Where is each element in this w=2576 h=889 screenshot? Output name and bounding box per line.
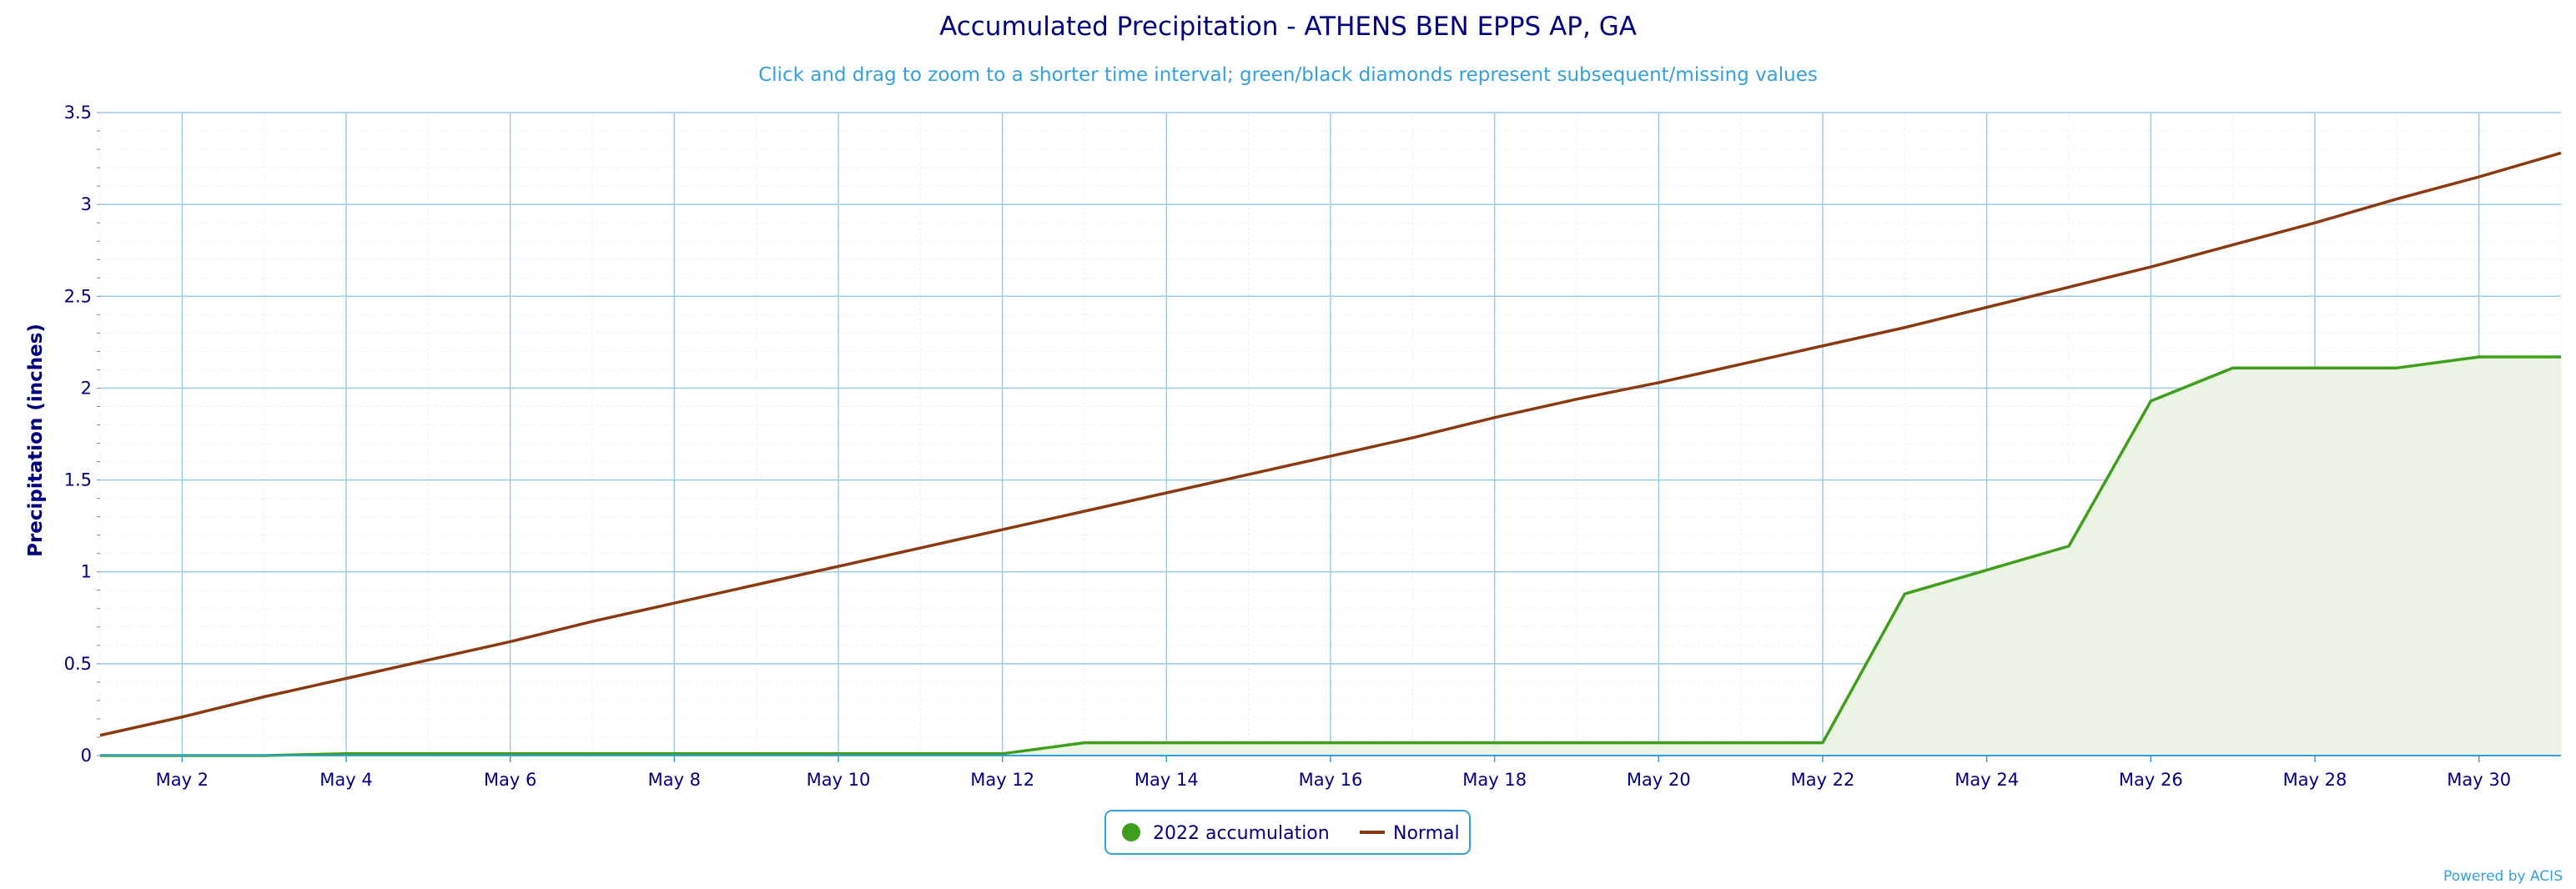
x-tick-label: May 18: [1462, 770, 1527, 790]
x-tick-label: May 12: [970, 770, 1034, 790]
x-tick-label: May 22: [1791, 770, 1855, 790]
x-tick-label: May 24: [1955, 770, 2019, 790]
x-tick-label: May 16: [1299, 770, 1363, 790]
data-point-normal: [1082, 509, 1087, 514]
data-point-2022-accumulation: [1082, 741, 1087, 746]
data-point-normal: [672, 600, 677, 605]
legend-marker-2022-accumulation: [1122, 823, 1140, 841]
legend-label-2022-accumulation[interactable]: 2022 accumulation: [1153, 823, 1330, 844]
chart-subtitle: Click and drag to zoom to a shorter time…: [758, 64, 1818, 86]
data-point-normal: [1985, 305, 1990, 310]
data-point-normal: [1902, 325, 1907, 330]
data-point-normal: [2312, 220, 2317, 225]
data-point-normal: [590, 619, 595, 624]
area-2022-accumulation: [100, 356, 2561, 756]
data-point-normal: [1410, 435, 1415, 440]
data-point-2022-accumulation: [2066, 544, 2071, 549]
y-tick-label: 0: [81, 746, 92, 766]
data-point-2022-accumulation: [2231, 365, 2236, 370]
data-point-2022-accumulation: [1738, 741, 1743, 746]
x-tick-label: May 28: [2283, 770, 2347, 790]
data-point-normal: [2477, 174, 2482, 179]
data-point-2022-accumulation: [1985, 568, 1990, 573]
series-line-2022-accumulation: [100, 355, 2561, 757]
data-point-normal: [1656, 380, 1661, 385]
data-point-normal: [1820, 344, 1825, 349]
data-point-2022-accumulation: [1656, 741, 1661, 746]
data-point-2022-accumulation: [1820, 741, 1825, 746]
series-line-normal: [99, 151, 2562, 737]
data-point-2022-accumulation: [1246, 741, 1251, 746]
data-point-2022-accumulation: [2477, 354, 2482, 359]
x-tick-label: May 20: [1627, 770, 1691, 790]
data-point-normal: [2558, 150, 2563, 155]
y-tick-label: 2: [81, 378, 92, 398]
y-tick-label: 2.5: [64, 286, 92, 306]
data-point-normal: [262, 695, 267, 700]
data-point-2022-accumulation: [1328, 741, 1333, 746]
data-point-normal: [1000, 527, 1005, 532]
data-point-normal: [508, 639, 513, 644]
data-point-normal: [2066, 284, 2071, 289]
data-point-2022-accumulation: [1164, 741, 1169, 746]
y-tick-label: 1: [81, 562, 92, 582]
data-point-normal: [179, 715, 184, 720]
legend-box: [1104, 810, 1471, 855]
y-tick-label: 3: [81, 194, 92, 214]
legend: 2022 accumulation Normal: [1104, 810, 1471, 855]
data-point-normal: [1328, 454, 1333, 459]
x-tick-label: May 4: [319, 770, 372, 790]
x-tick-label: May 10: [807, 770, 871, 790]
x-tick-label: May 30: [2447, 770, 2511, 790]
legend-label-normal[interactable]: Normal: [1393, 823, 1460, 844]
acis-credit-link[interactable]: Powered by ACIS: [2443, 868, 2563, 885]
x-tick-label: May 14: [1135, 770, 1199, 790]
chart-title: Accumulated Precipitation - ATHENS BEN E…: [939, 12, 1637, 42]
data-point-normal: [754, 582, 759, 587]
axes: 0 0.5 1 1.5 2 2.5 3 3.5 May 2 May 4 May 6 May 8 May …: [64, 103, 2561, 790]
x-tick-label: May 2: [156, 770, 209, 790]
data-point-normal: [1492, 415, 1497, 420]
data-point-2022-accumulation: [1492, 741, 1497, 746]
data-point-normal: [425, 657, 430, 662]
data-point-normal: [1738, 362, 1743, 367]
x-tick-label: May 26: [2119, 770, 2183, 790]
data-point-normal: [344, 676, 349, 681]
data-point-2022-accumulation: [2558, 354, 2563, 359]
data-point-normal: [918, 545, 923, 550]
data-point-normal: [1574, 397, 1579, 402]
x-tick-label: May 8: [648, 770, 701, 790]
data-point-normal: [2394, 197, 2399, 202]
data-point-normal: [1246, 472, 1251, 477]
y-tick-label: 1.5: [64, 470, 92, 490]
series-layer: [99, 150, 2563, 757]
data-point-2022-accumulation: [1902, 591, 1907, 596]
data-point-normal: [836, 564, 841, 569]
x-tick-label: May 6: [484, 770, 536, 790]
y-tick-label: 0.5: [64, 654, 92, 674]
data-point-normal: [1164, 490, 1169, 495]
y-axis-title: Precipitation (inches): [25, 324, 47, 557]
data-point-2022-accumulation: [2312, 365, 2317, 370]
data-point-normal: [2231, 243, 2236, 248]
data-point-2022-accumulation: [1410, 741, 1415, 746]
data-point-2022-accumulation: [2394, 365, 2399, 370]
data-point-2022-accumulation: [2148, 399, 2153, 404]
data-point-normal: [2148, 264, 2153, 269]
y-tick-label: 3.5: [64, 103, 92, 123]
data-point-2022-accumulation: [1574, 741, 1579, 746]
